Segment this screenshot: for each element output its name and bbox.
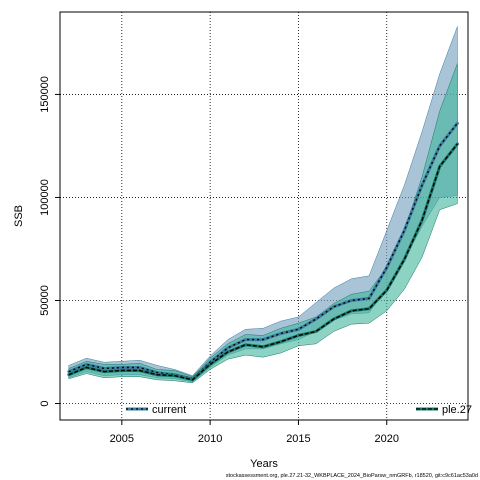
x-tick-label: 2020: [375, 433, 399, 445]
y-axis: 0 50000 100000 150000: [39, 76, 60, 407]
legend-label-ple.27: ple.27: [442, 404, 472, 416]
line-current: [68, 122, 458, 380]
band-current: [68, 26, 458, 383]
x-axis: 2005 2010 2015 2020: [110, 420, 399, 445]
legend: current ple.27: [126, 404, 472, 416]
x-tick-label: 2015: [286, 433, 310, 445]
plot-frame: [59, 11, 469, 421]
y-tick-label: 0: [39, 400, 51, 406]
y-tick-label: 50000: [39, 285, 51, 316]
x-tick-label: 2010: [198, 433, 222, 445]
x-tick-label: 2005: [110, 433, 134, 445]
x-axis-label: Years: [250, 458, 278, 470]
line-ple.27: [68, 143, 458, 381]
y-tick-label: 150000: [39, 76, 51, 113]
confidence-bands: [68, 26, 458, 384]
legend-label-current: current: [152, 404, 186, 416]
y-tick-label: 100000: [39, 179, 51, 216]
caption: stockassessment.org, ple.27.21-32_WKBPLA…: [226, 473, 478, 479]
series-lines: [67, 121, 459, 382]
band-ple.27: [68, 63, 458, 384]
y-axis-label: SSB: [13, 205, 25, 227]
